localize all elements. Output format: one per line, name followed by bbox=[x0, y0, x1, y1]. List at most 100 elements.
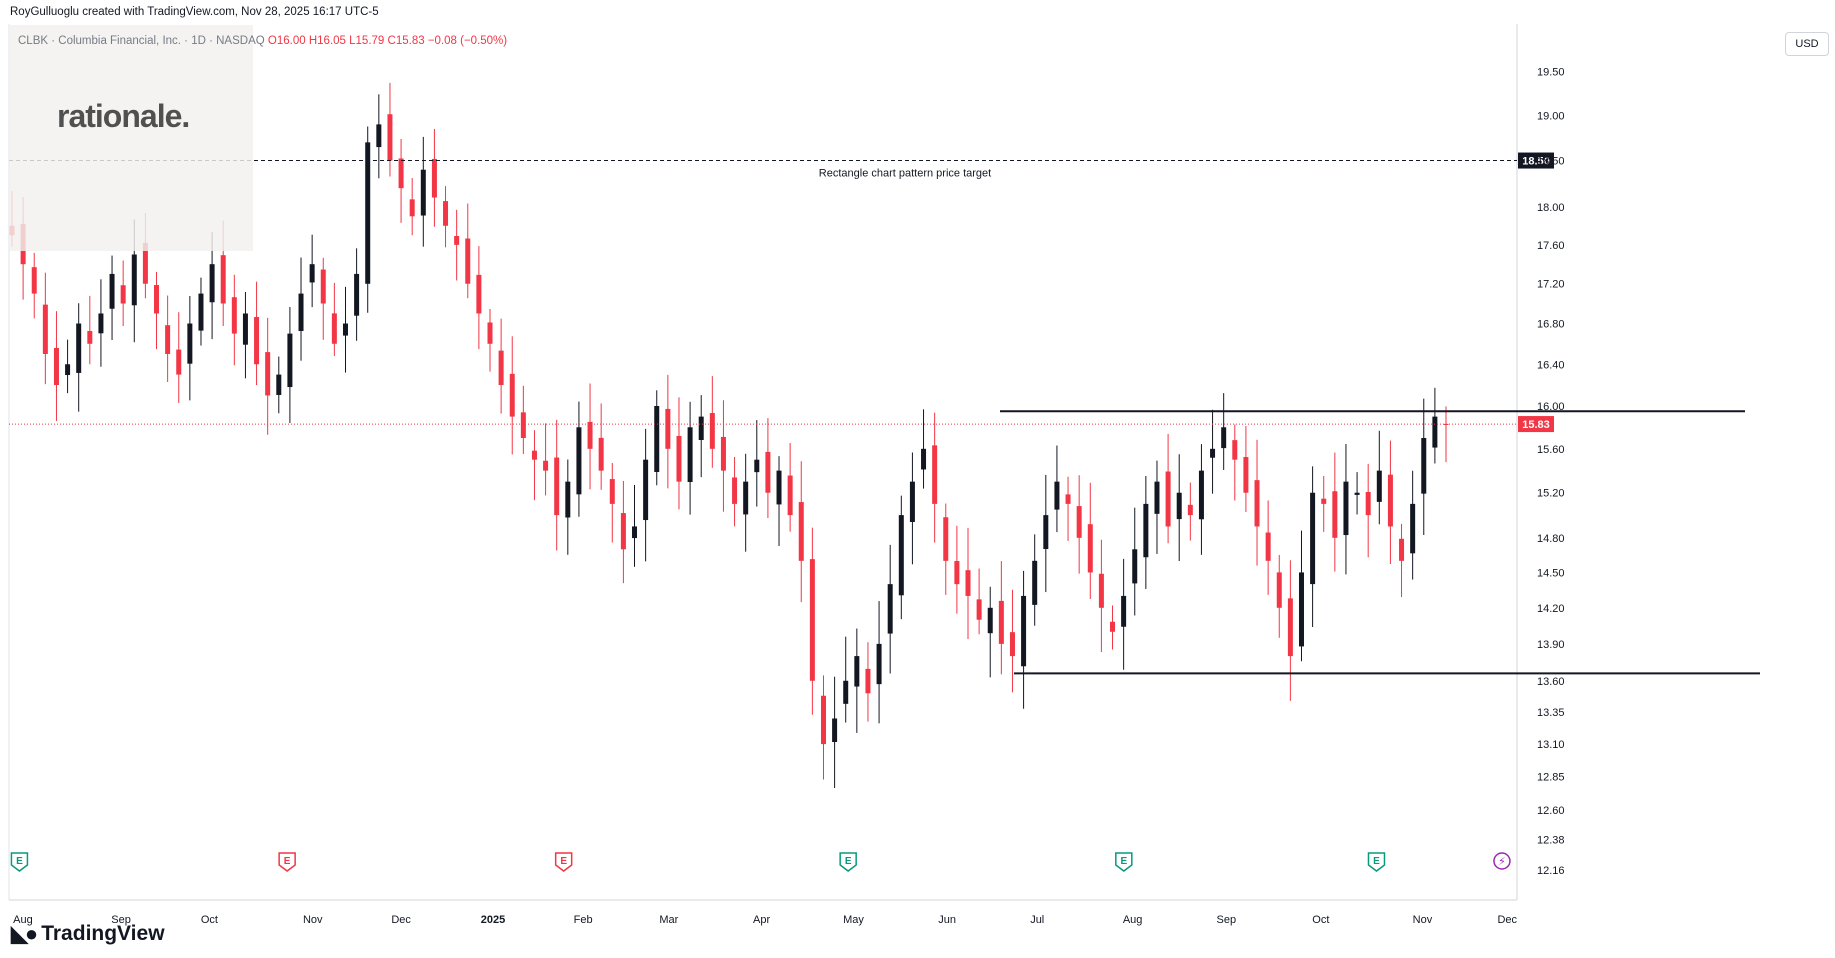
earnings-icon[interactable]: E bbox=[10, 852, 29, 872]
candle-body bbox=[1365, 491, 1371, 516]
candle-body bbox=[420, 169, 426, 216]
candle-body bbox=[520, 412, 526, 439]
svg-text:E: E bbox=[1373, 856, 1380, 867]
candle-body bbox=[1254, 480, 1260, 527]
earnings-icon[interactable]: E bbox=[1367, 852, 1386, 872]
brand-name: TradingView bbox=[41, 922, 165, 945]
time-tick-label: Oct bbox=[201, 914, 218, 926]
candle-body bbox=[1332, 491, 1338, 538]
open-value: O16.00 bbox=[267, 35, 306, 47]
svg-text:⚡: ⚡ bbox=[1498, 855, 1506, 868]
candle-body bbox=[1432, 416, 1438, 448]
candle-body bbox=[142, 242, 148, 284]
candle-body bbox=[1032, 560, 1038, 605]
candle-body bbox=[587, 421, 593, 449]
candle-body bbox=[287, 333, 293, 388]
candle-body bbox=[1198, 470, 1204, 520]
candle-body bbox=[476, 274, 482, 314]
candle-body bbox=[1187, 504, 1193, 516]
time-tick-label: Oct bbox=[1312, 914, 1329, 926]
symbol-legend: CLBK · Columbia Financial, Inc. · 1D · N… bbox=[18, 35, 507, 47]
time-tick-label: Feb bbox=[574, 914, 593, 926]
candle-body bbox=[965, 570, 971, 596]
candle-body bbox=[76, 323, 82, 373]
earnings-icon[interactable]: E bbox=[278, 852, 296, 872]
time-tick-label: Sep bbox=[111, 914, 131, 926]
candle-body bbox=[887, 584, 893, 634]
candle-body bbox=[498, 350, 504, 386]
earnings-icon[interactable]: E bbox=[1115, 852, 1133, 872]
candle-body bbox=[1221, 427, 1227, 449]
price-target-label: 18.50 bbox=[1522, 156, 1550, 168]
change-value: −0.08 (−0.50%) bbox=[427, 35, 508, 47]
candle-body bbox=[620, 513, 626, 550]
candle-body bbox=[1054, 481, 1060, 510]
watermark-panel: rationale. bbox=[9, 25, 253, 251]
candle-body bbox=[1110, 621, 1116, 632]
time-tick-label: Jun bbox=[938, 914, 956, 926]
candle-body bbox=[1065, 494, 1071, 504]
candle-body bbox=[276, 374, 282, 395]
candle-body bbox=[598, 437, 604, 471]
candle-body bbox=[120, 285, 126, 304]
price-tick-label: 13.35 bbox=[1537, 707, 1565, 719]
price-tick-label: 13.10 bbox=[1537, 739, 1565, 751]
earnings-icon[interactable]: E bbox=[839, 852, 857, 872]
candle-body bbox=[1343, 481, 1349, 536]
candle-body bbox=[398, 158, 404, 189]
candle-body bbox=[854, 656, 860, 687]
candle-body bbox=[1287, 598, 1293, 657]
currency-button[interactable]: USD bbox=[1785, 32, 1829, 56]
candle-body bbox=[1132, 549, 1138, 584]
candle-body bbox=[809, 559, 815, 681]
candle-body bbox=[843, 680, 849, 704]
price-tick-label: 12.60 bbox=[1537, 805, 1565, 817]
lightning-icon[interactable]: ⚡ bbox=[1493, 852, 1511, 870]
candle-body bbox=[1399, 538, 1405, 561]
candle-body bbox=[543, 460, 549, 471]
time-tick-label: 2025 bbox=[481, 914, 505, 926]
candle-body bbox=[509, 373, 515, 417]
svg-text:E: E bbox=[284, 856, 291, 867]
candle-body bbox=[1043, 515, 1049, 550]
candle-body bbox=[1387, 474, 1393, 527]
tradingview-logo-icon: ◣● bbox=[11, 921, 38, 946]
candle-body bbox=[454, 236, 460, 245]
candle-body bbox=[676, 435, 682, 482]
candle-body bbox=[231, 297, 237, 334]
candle-body bbox=[1310, 492, 1316, 585]
candle-body bbox=[242, 313, 248, 345]
candle-body bbox=[154, 285, 160, 314]
price-tick-label: 14.80 bbox=[1537, 533, 1565, 545]
candle-body bbox=[87, 330, 93, 344]
candle-body bbox=[754, 459, 760, 473]
price-tick-label: 12.38 bbox=[1537, 835, 1565, 847]
low-value: L15.79 bbox=[349, 35, 385, 47]
price-axis: 19.50 19.00 18.50 18.00 17.60 17.20 16.80 16.40… bbox=[1537, 67, 1565, 877]
candle-body bbox=[65, 364, 71, 376]
candle-body bbox=[1421, 438, 1427, 494]
time-tick-label: Jul bbox=[1030, 914, 1044, 926]
candle-body bbox=[443, 201, 449, 226]
price-tick-label: 16.80 bbox=[1537, 319, 1565, 331]
svg-text:E: E bbox=[1120, 856, 1127, 867]
candle-body bbox=[643, 459, 649, 521]
candle-body bbox=[554, 457, 560, 516]
candle-body bbox=[954, 561, 960, 585]
candle-body bbox=[776, 470, 782, 505]
earnings-icon[interactable]: E bbox=[554, 852, 573, 872]
candle-body bbox=[820, 695, 826, 745]
svg-text:E: E bbox=[16, 856, 23, 867]
attribution-text: RoyGulluoglu created with TradingView.co… bbox=[10, 6, 379, 18]
time-tick-label: Dec bbox=[1497, 914, 1517, 926]
candle-body bbox=[654, 406, 660, 472]
price-tick-label: 16.40 bbox=[1537, 359, 1565, 371]
candle-body bbox=[342, 323, 348, 336]
tradingview-brand[interactable]: ◣● TradingView bbox=[11, 921, 165, 947]
candle-body bbox=[1087, 524, 1093, 573]
candle-body bbox=[1076, 506, 1082, 538]
candle-body bbox=[698, 416, 704, 441]
price-tick-label: 12.85 bbox=[1537, 772, 1565, 784]
candle-body bbox=[42, 304, 48, 354]
